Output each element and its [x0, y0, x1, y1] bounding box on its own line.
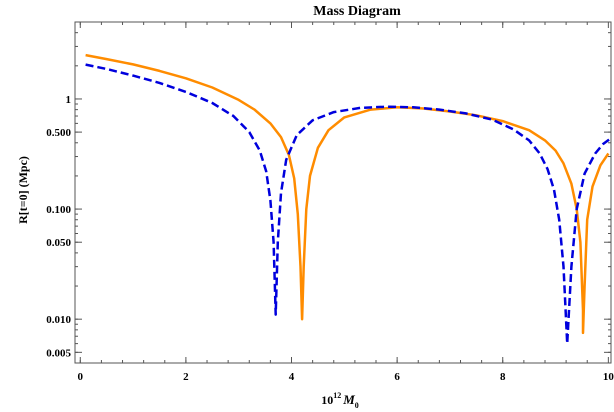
x-axis-label: 1012 M0	[321, 391, 359, 410]
x-axis-label-subscript: 0	[355, 401, 359, 410]
axis-ticks: 0 2 4 6 8 10 1 0.500 0.100 0.050 0.010 0.005	[46, 21, 614, 383]
x-tick-label: 2	[183, 371, 189, 383]
y-tick-label: 0.100	[46, 204, 71, 216]
y-tick-label: 0.010	[46, 314, 71, 326]
x-tick-label: 10	[603, 371, 614, 383]
x-axis-label-variable: M	[342, 392, 355, 407]
x-axis-label-exponent: 12	[333, 391, 341, 400]
series-line-1	[85, 53, 610, 335]
series-line-2	[85, 63, 612, 345]
x-tick-label: 8	[500, 371, 506, 383]
y-tick-label: 0.050	[46, 237, 71, 249]
y-tick-label: 1	[66, 94, 72, 106]
x-axis-label-base: 10	[321, 393, 333, 407]
x-tick-label: 4	[289, 371, 295, 383]
x-tick-label: 6	[394, 371, 400, 383]
x-tick-label: 0	[78, 371, 84, 383]
series-layer	[85, 53, 612, 345]
chart-title: Mass Diagram	[313, 4, 401, 19]
y-tick-label: 0.500	[46, 127, 71, 139]
y-tick-label: 0.005	[46, 347, 71, 359]
y-axis-label: R[t=0] (Mpc)	[16, 156, 30, 224]
plot-frame	[74, 21, 612, 364]
